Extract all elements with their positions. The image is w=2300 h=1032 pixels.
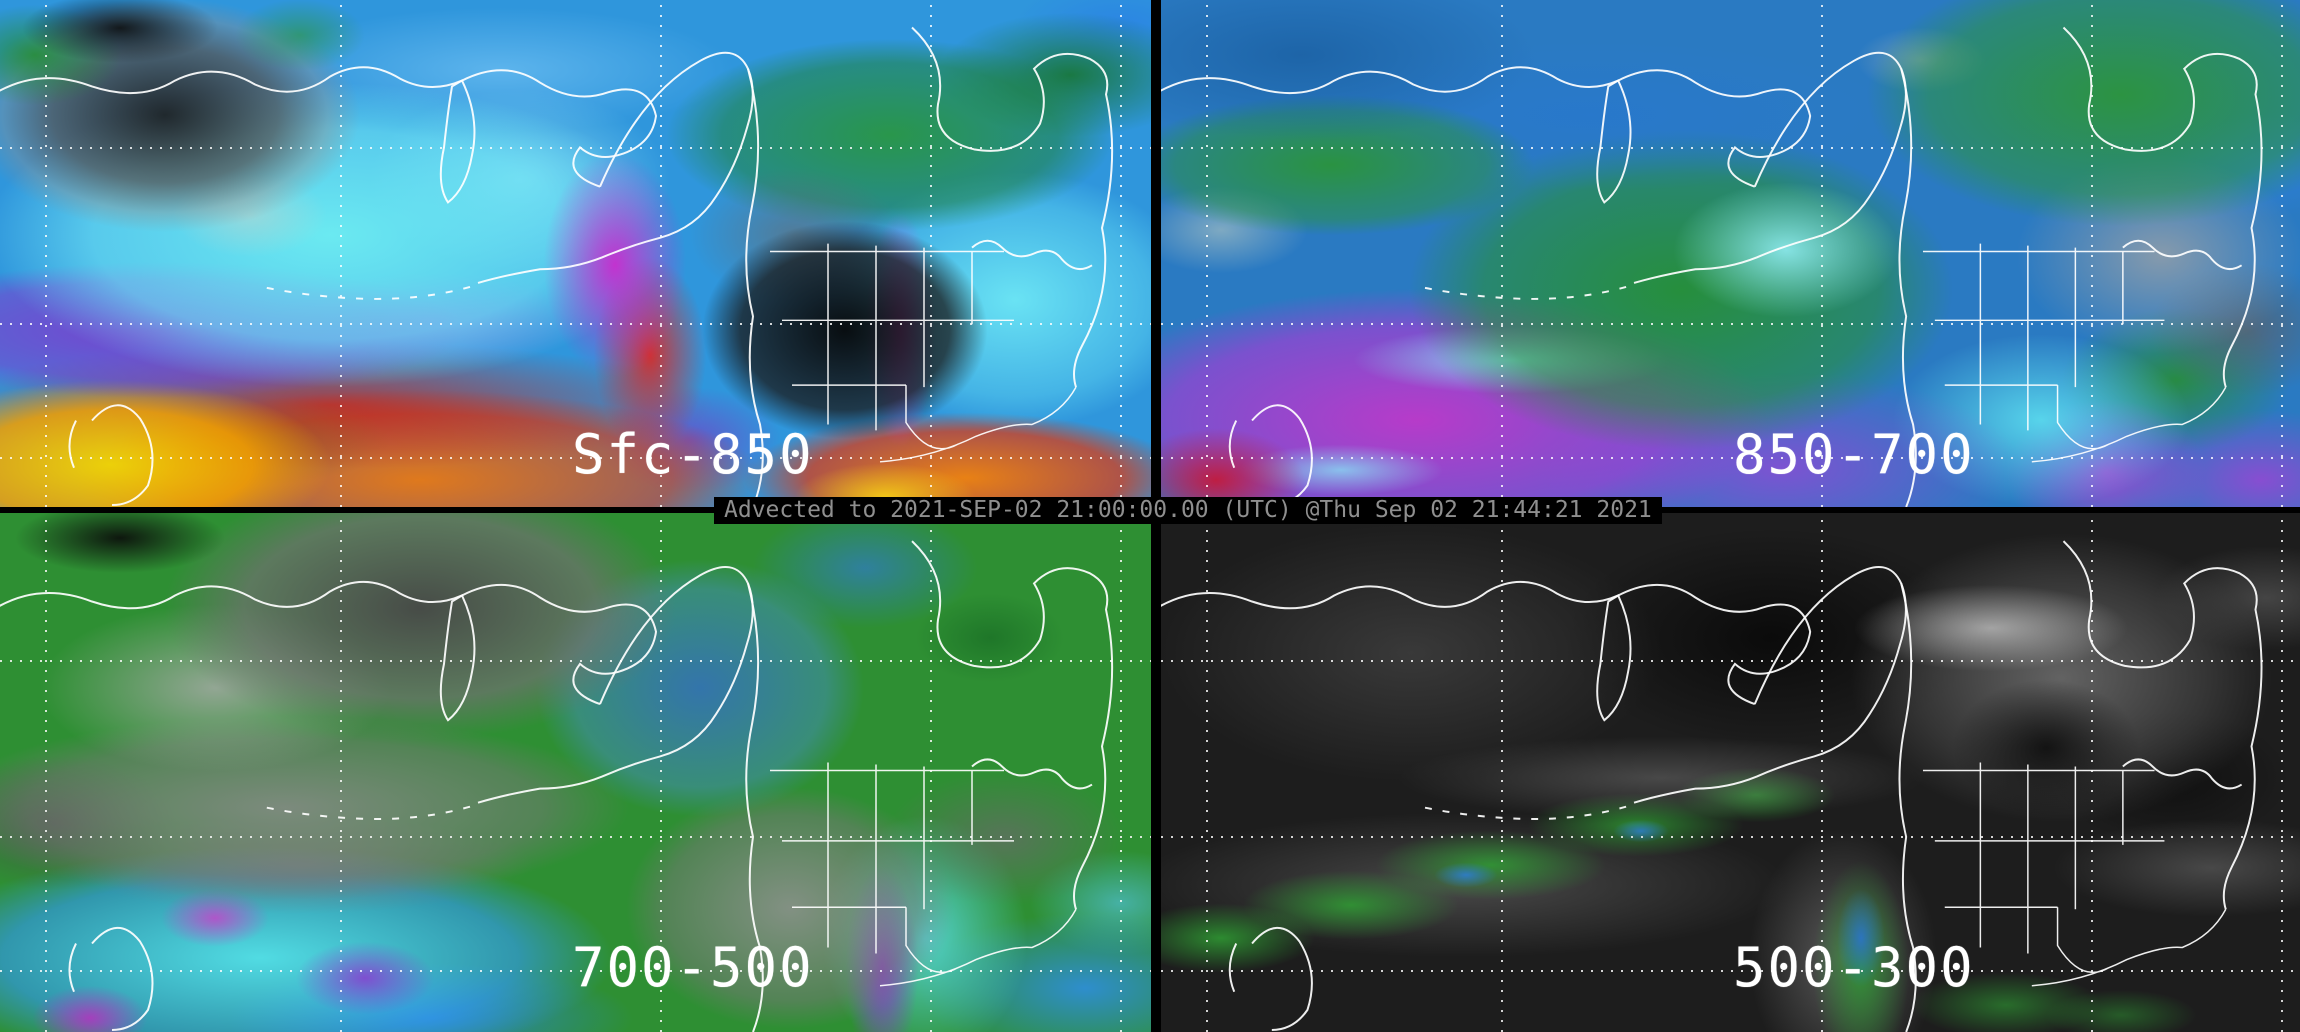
panel-label-850-700: 850-700 — [1733, 423, 1975, 486]
status-bar: Advected to 2021-SEP-02 21:00:00.00 (UTC… — [714, 497, 1662, 524]
panel-label-sfc-850: Sfc-850 — [572, 423, 814, 486]
panel-700-500: 700-500 — [0, 513, 1151, 1032]
graticule-grid — [0, 0, 1151, 507]
panel-label-700-500: 700-500 — [572, 936, 814, 999]
status-text: Advected to 2021-SEP-02 21:00:00.00 (UTC… — [724, 497, 1652, 523]
panel-850-700: 850-700 — [1161, 0, 2300, 507]
graticule-grid — [0, 513, 1151, 1032]
panel-500-300: 500-300 — [1161, 513, 2300, 1032]
graticule-grid — [1161, 513, 2300, 1032]
panel-label-500-300: 500-300 — [1733, 936, 1975, 999]
graticule-grid — [1161, 0, 2300, 507]
panel-sfc-850: Sfc-850 — [0, 0, 1151, 507]
